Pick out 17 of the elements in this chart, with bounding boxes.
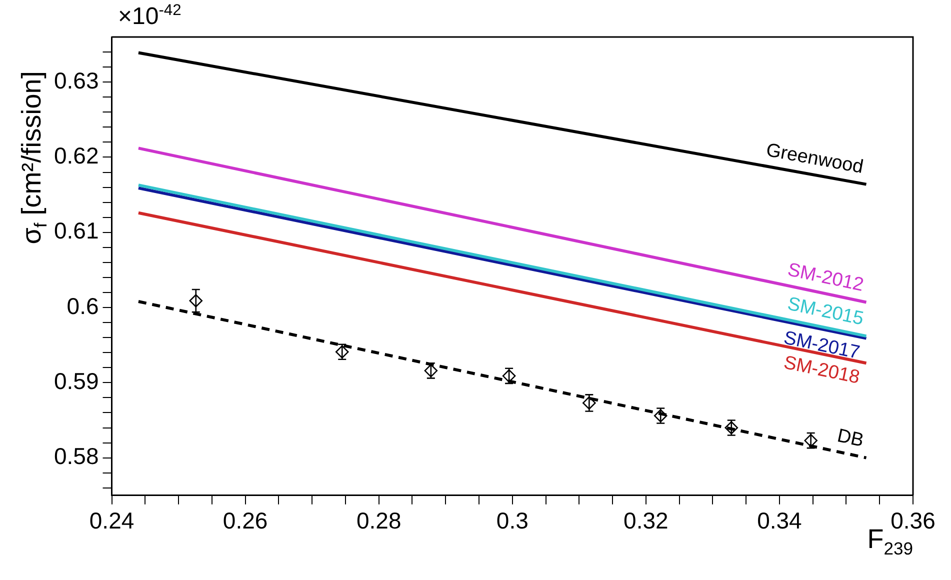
x-tick-label: 0.32 — [624, 508, 668, 534]
y-tick-label: 0.6 — [66, 292, 99, 319]
text: SM-2012 — [786, 259, 866, 296]
y-tick-label: 0.63 — [54, 67, 99, 94]
y-tick-label: 0.58 — [54, 443, 99, 470]
y-tick-label: 0.59 — [54, 368, 99, 394]
text: SM-2015 — [786, 294, 866, 330]
x-tick-label: 0.3 — [496, 508, 528, 534]
x-tick-label: 0.28 — [356, 508, 402, 534]
text: ×10$^{-42}$ — [118, 2, 182, 31]
x-tick-label: 0.26 — [222, 508, 268, 534]
text: Greenwood — [764, 140, 865, 178]
y-tick-label: 0.61 — [54, 218, 99, 244]
x-tick-label: 0.34 — [757, 508, 802, 534]
x-tick-label: 0.24 — [89, 508, 134, 534]
text: DB — [835, 425, 866, 452]
y-tick-label: 0.62 — [54, 142, 99, 169]
